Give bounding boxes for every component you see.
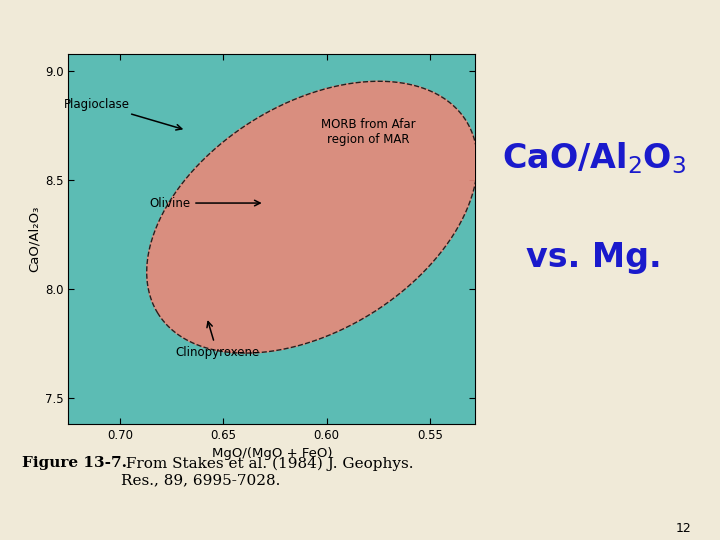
Text: From Stakes et al. (1984) J. Geophys.
Res., 89, 6995-7028.: From Stakes et al. (1984) J. Geophys. Re… — [121, 456, 413, 487]
Y-axis label: CaO/Al₂O₃: CaO/Al₂O₃ — [28, 206, 41, 272]
Text: 12: 12 — [675, 522, 691, 535]
Text: Olivine: Olivine — [149, 197, 260, 210]
Polygon shape — [147, 81, 477, 353]
Text: MORB from Afar
region of MAR: MORB from Afar region of MAR — [320, 118, 415, 146]
Text: Clinopyroxene: Clinopyroxene — [175, 322, 259, 359]
Text: vs. Mg.: vs. Mg. — [526, 240, 662, 274]
X-axis label: MgO/(MgO + FeO): MgO/(MgO + FeO) — [212, 447, 332, 460]
Text: CaO/Al$_2$O$_3$: CaO/Al$_2$O$_3$ — [502, 141, 686, 177]
Text: Plagioclase: Plagioclase — [64, 98, 181, 130]
Text: Figure 13-7.: Figure 13-7. — [22, 456, 127, 470]
